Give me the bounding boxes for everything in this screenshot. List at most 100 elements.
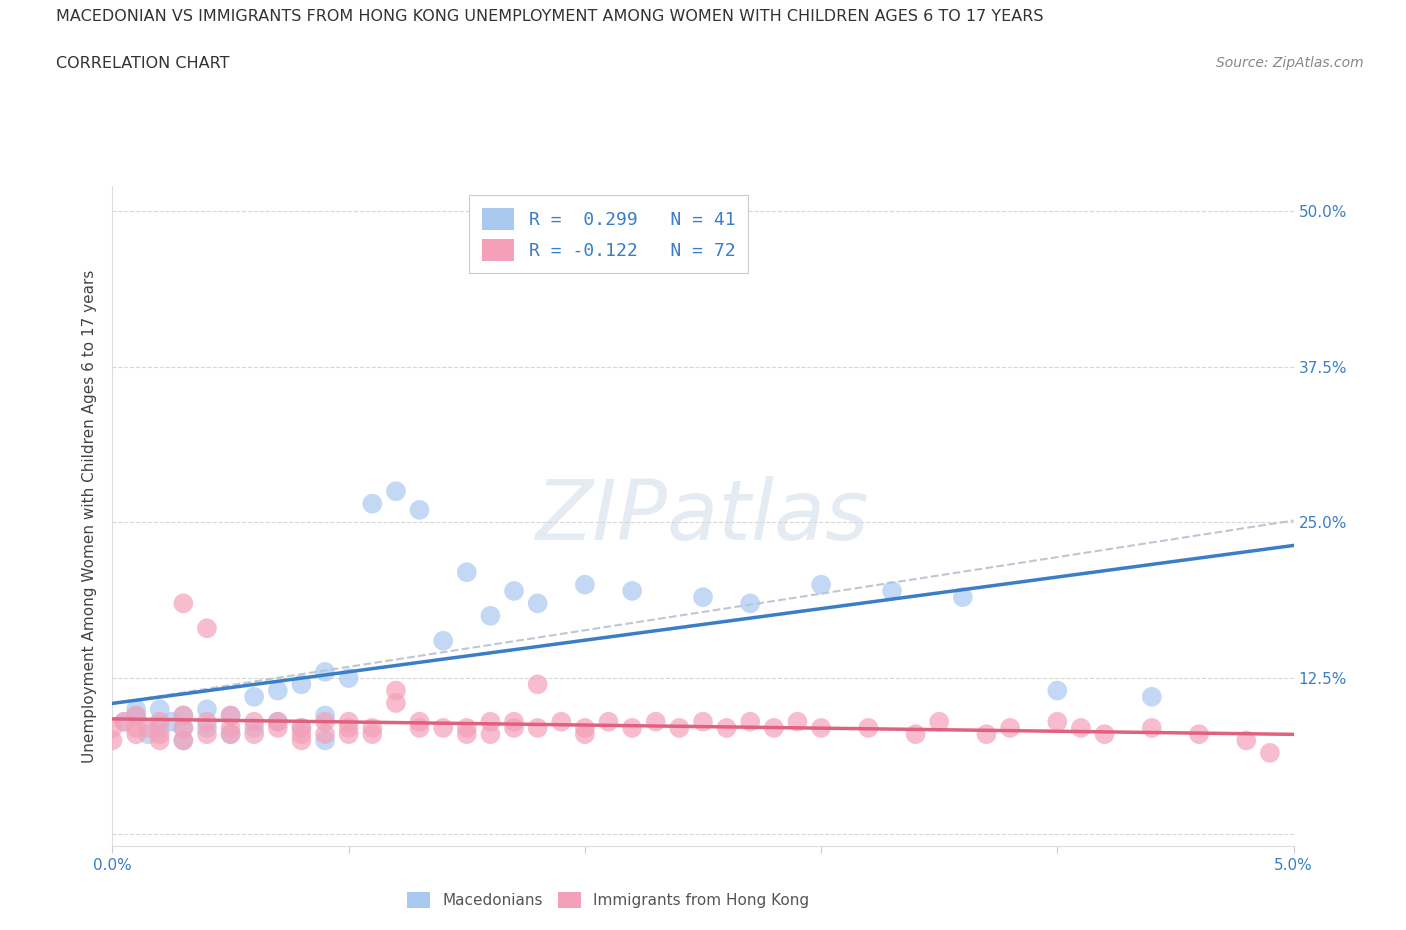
Point: [149, 721, 172, 736]
Point: [112, 714, 135, 729]
Point: [172, 708, 194, 723]
Point: [810, 578, 832, 592]
Point: [1258, 746, 1281, 761]
Point: [976, 726, 998, 741]
Point: [149, 702, 172, 717]
Point: [337, 721, 360, 736]
Point: [149, 714, 172, 729]
Point: [432, 633, 454, 648]
Point: [1094, 726, 1116, 741]
Point: [219, 721, 242, 736]
Point: [314, 733, 336, 748]
Point: [267, 714, 290, 729]
Point: [125, 708, 148, 723]
Point: [149, 733, 172, 748]
Point: [880, 583, 903, 598]
Point: [290, 721, 312, 736]
Point: [219, 708, 242, 723]
Point: [716, 721, 738, 736]
Point: [290, 733, 312, 748]
Point: [337, 714, 360, 729]
Point: [762, 721, 785, 736]
Point: [1188, 726, 1211, 741]
Point: [385, 684, 408, 698]
Point: [1140, 689, 1163, 704]
Point: [621, 721, 644, 736]
Point: [125, 721, 148, 736]
Point: [195, 721, 218, 736]
Point: [1140, 721, 1163, 736]
Point: [337, 726, 360, 741]
Legend: Macedonians, Immigrants from Hong Kong: Macedonians, Immigrants from Hong Kong: [401, 886, 815, 914]
Point: [195, 702, 218, 717]
Point: [136, 721, 159, 736]
Point: [479, 608, 502, 623]
Point: [644, 714, 666, 729]
Point: [290, 677, 312, 692]
Point: [408, 502, 430, 517]
Point: [172, 733, 194, 748]
Point: [290, 721, 312, 736]
Point: [408, 714, 430, 729]
Point: [125, 708, 148, 723]
Point: [337, 671, 360, 685]
Point: [101, 721, 124, 736]
Point: [928, 714, 950, 729]
Point: [267, 684, 290, 698]
Point: [267, 714, 290, 729]
Point: [219, 708, 242, 723]
Point: [479, 726, 502, 741]
Point: [526, 677, 548, 692]
Point: [456, 726, 478, 741]
Point: [361, 721, 384, 736]
Point: [952, 590, 974, 604]
Point: [314, 664, 336, 679]
Point: [195, 621, 218, 636]
Point: [1070, 721, 1092, 736]
Point: [1046, 714, 1069, 729]
Point: [786, 714, 808, 729]
Point: [1046, 684, 1069, 698]
Point: [195, 726, 218, 741]
Text: CORRELATION CHART: CORRELATION CHART: [56, 56, 229, 71]
Point: [125, 702, 148, 717]
Point: [385, 696, 408, 711]
Point: [243, 689, 266, 704]
Point: [621, 583, 644, 598]
Point: [692, 590, 714, 604]
Point: [550, 714, 572, 729]
Point: [172, 733, 194, 748]
Point: [503, 583, 526, 598]
Point: [314, 714, 336, 729]
Point: [172, 721, 194, 736]
Point: [998, 721, 1021, 736]
Point: [385, 484, 408, 498]
Point: [314, 726, 336, 741]
Point: [125, 726, 148, 741]
Point: [149, 726, 172, 741]
Point: [503, 721, 526, 736]
Point: [160, 714, 183, 729]
Point: [692, 714, 714, 729]
Point: [219, 726, 242, 741]
Point: [456, 565, 478, 579]
Point: [598, 714, 620, 729]
Point: [904, 726, 927, 741]
Point: [858, 721, 880, 736]
Point: [408, 721, 430, 736]
Point: [243, 726, 266, 741]
Point: [267, 721, 290, 736]
Point: [243, 714, 266, 729]
Point: [740, 596, 762, 611]
Point: [668, 721, 690, 736]
Point: [574, 721, 596, 736]
Point: [361, 497, 384, 512]
Point: [314, 708, 336, 723]
Point: [172, 708, 194, 723]
Point: [172, 721, 194, 736]
Text: ZIPatlas: ZIPatlas: [536, 475, 870, 557]
Point: [810, 721, 832, 736]
Point: [574, 726, 596, 741]
Point: [1234, 733, 1257, 748]
Point: [526, 721, 548, 736]
